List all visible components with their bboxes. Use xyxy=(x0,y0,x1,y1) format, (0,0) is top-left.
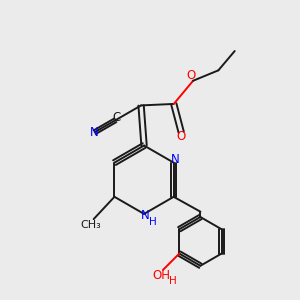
Text: O: O xyxy=(177,130,186,143)
Text: O: O xyxy=(186,69,195,82)
Text: N: N xyxy=(171,153,179,166)
Text: N: N xyxy=(141,209,150,222)
Text: H: H xyxy=(148,217,156,227)
Text: H: H xyxy=(169,276,177,286)
Text: CH₃: CH₃ xyxy=(80,220,101,230)
Text: OH: OH xyxy=(152,269,170,282)
Text: N: N xyxy=(90,126,98,139)
Text: C: C xyxy=(113,111,121,124)
